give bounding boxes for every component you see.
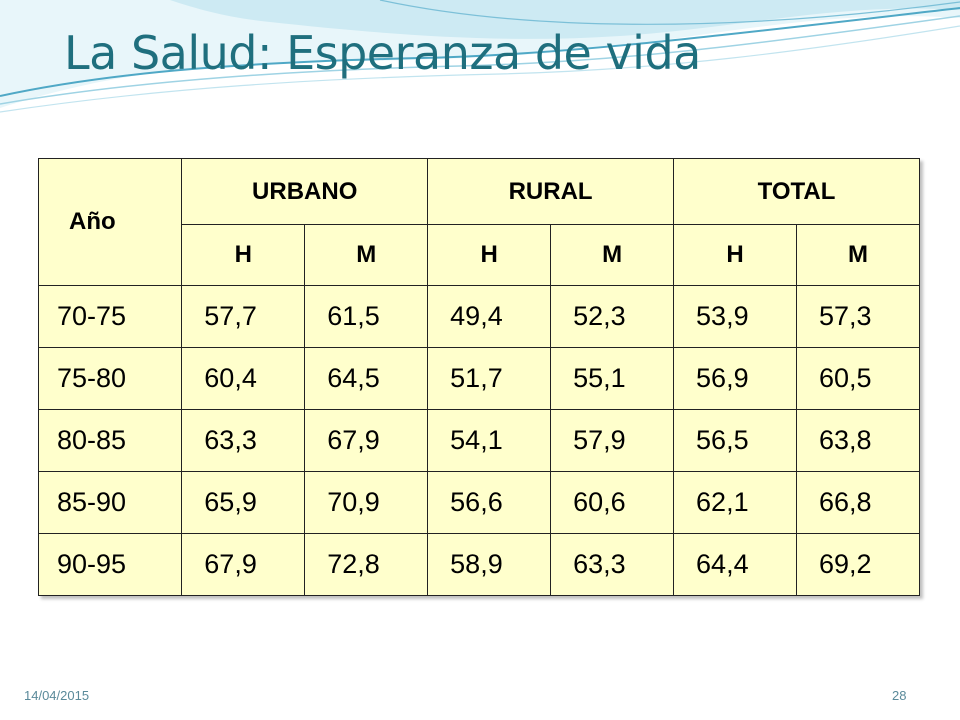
value-cell: 64,4 <box>673 533 797 596</box>
value-cell: 53,9 <box>673 285 797 348</box>
value-cell: 56,9 <box>673 347 797 410</box>
header-wave-decoration <box>0 0 960 113</box>
value-cell: 72,8 <box>304 533 429 596</box>
subheader-cell: M <box>304 224 429 286</box>
value-cell: 67,9 <box>181 533 306 596</box>
subheader-cell: M <box>795 224 921 286</box>
value-cell: 56,5 <box>673 409 797 472</box>
year-cell: 85-90 <box>37 471 183 534</box>
value-cell: 63,8 <box>795 409 921 472</box>
value-cell: 69,2 <box>795 533 921 596</box>
value-cell: 67,9 <box>304 409 429 472</box>
value-cell: 58,9 <box>427 533 552 596</box>
group-header-rural: RURAL <box>427 158 675 225</box>
value-cell: 49,4 <box>427 285 552 348</box>
value-cell: 57,3 <box>795 285 921 348</box>
value-cell: 60,6 <box>550 471 675 534</box>
value-cell: 66,8 <box>795 471 921 534</box>
table-row: 85-90 65,9 70,9 56,6 60,6 62,1 66,8 <box>37 471 921 534</box>
slide-title: La Salud: Esperanza de vida <box>64 26 701 80</box>
table-row: 80-85 63,3 67,9 54,1 57,9 56,5 63,8 <box>37 409 921 472</box>
value-cell: 63,3 <box>181 409 306 472</box>
subheader-cell: M <box>550 224 675 286</box>
subheader-cell: H <box>181 224 306 286</box>
value-cell: 60,4 <box>181 347 306 410</box>
year-cell: 80-85 <box>37 409 183 472</box>
subheader-cell: H <box>427 224 552 286</box>
table-row: 75-80 60,4 64,5 51,7 55,1 56,9 60,5 <box>37 347 921 410</box>
value-cell: 55,1 <box>550 347 675 410</box>
year-cell: 90-95 <box>37 533 183 596</box>
table-row: 90-95 67,9 72,8 58,9 63,3 64,4 69,2 <box>37 533 921 596</box>
value-cell: 57,9 <box>550 409 675 472</box>
table-row: 70-75 57,7 61,5 49,4 52,3 53,9 57,3 <box>37 285 921 348</box>
value-cell: 60,5 <box>795 347 921 410</box>
value-cell: 70,9 <box>304 471 429 534</box>
footer-date: 14/04/2015 <box>24 688 90 703</box>
value-cell: 56,6 <box>427 471 552 534</box>
year-column-header: Año <box>37 158 183 286</box>
value-cell: 54,1 <box>427 409 552 472</box>
year-cell: 75-80 <box>37 347 183 410</box>
year-cell: 70-75 <box>37 285 183 348</box>
value-cell: 61,5 <box>304 285 429 348</box>
table-header-row: Año URBANO RURAL TOTAL <box>37 158 920 286</box>
value-cell: 57,7 <box>181 285 306 348</box>
group-header-urbano: URBANO <box>181 158 429 225</box>
value-cell: 65,9 <box>181 471 306 534</box>
table-subheader-row: H M H M H M <box>39 224 921 286</box>
group-header-total: TOTAL <box>673 158 920 225</box>
value-cell: 52,3 <box>550 285 675 348</box>
value-cell: 51,7 <box>427 347 552 410</box>
value-cell: 64,5 <box>304 347 429 410</box>
value-cell: 63,3 <box>550 533 675 596</box>
value-cell: 62,1 <box>673 471 797 534</box>
subheader-cell: H <box>673 224 797 286</box>
life-expectancy-table: Año URBANO RURAL TOTAL H M H M H M 70-75… <box>37 158 921 596</box>
slide-number: 28 <box>892 688 907 703</box>
